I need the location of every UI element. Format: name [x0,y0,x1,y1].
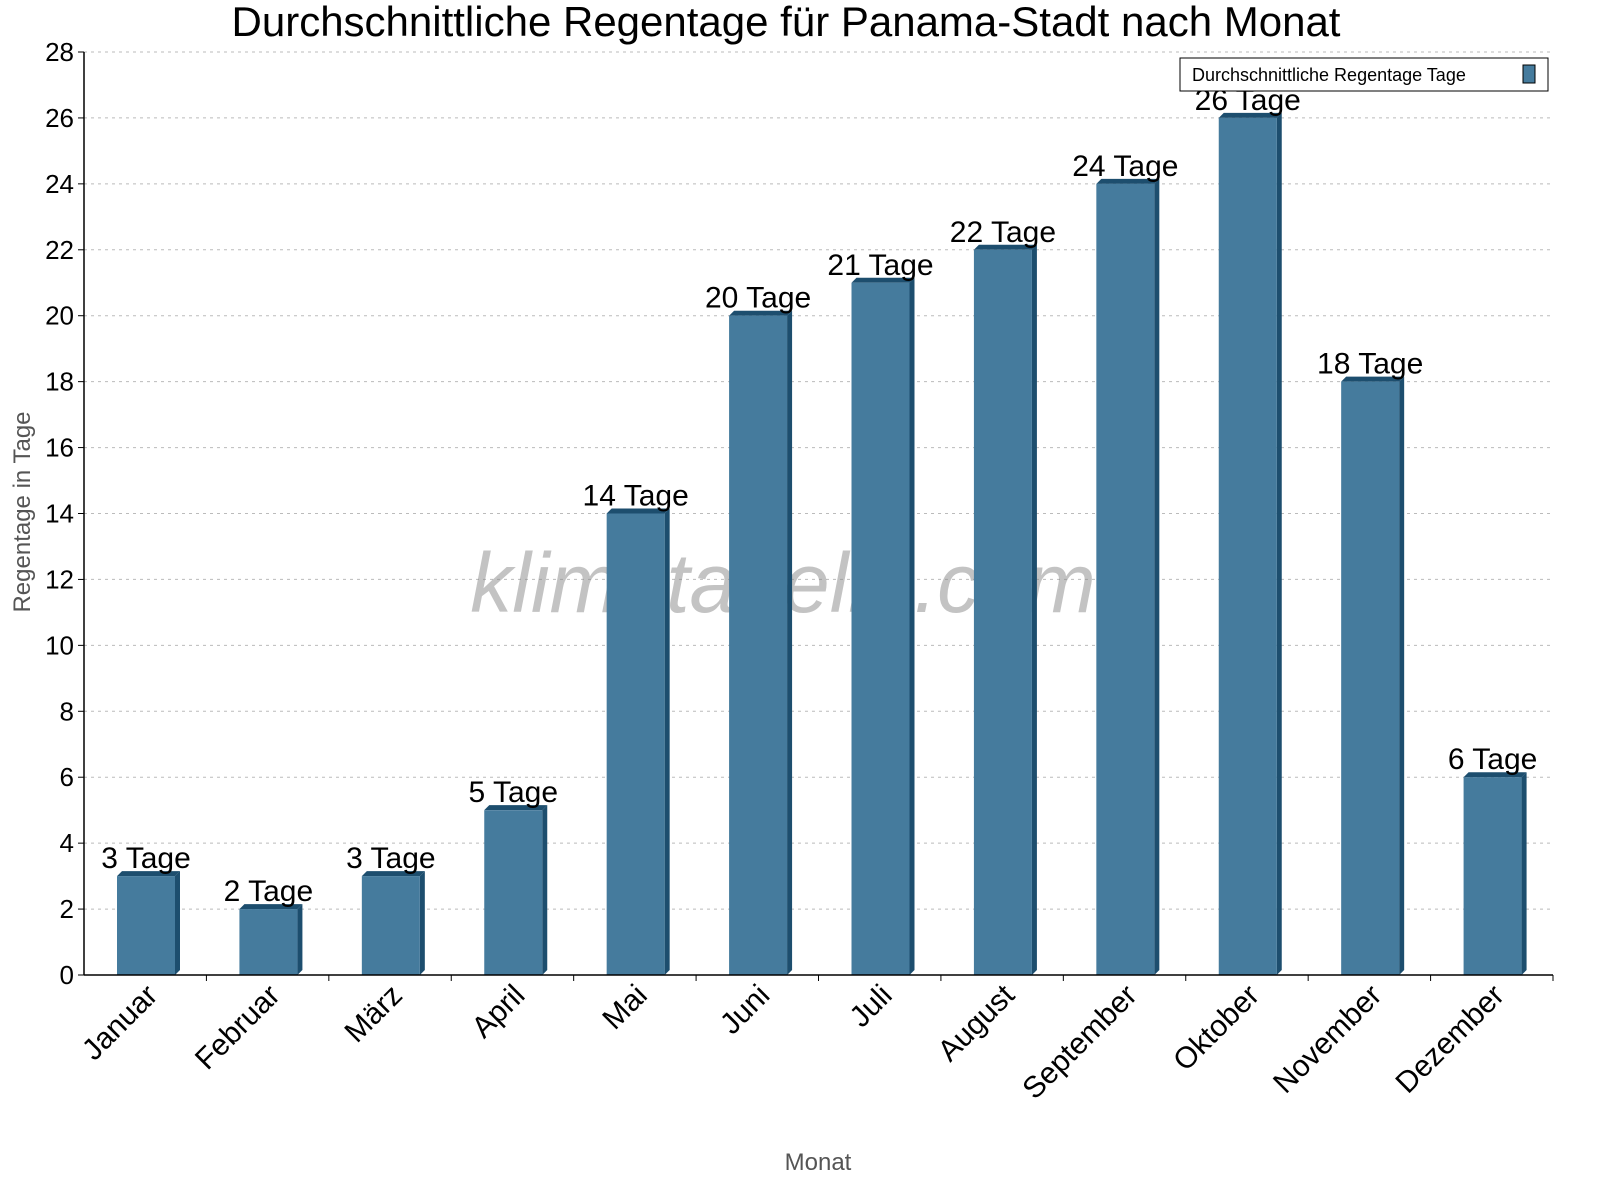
y-tick-label: 10 [45,630,74,660]
data-label: 3 Tage [346,842,436,875]
bar-top [117,871,180,877]
bar [1463,777,1522,975]
y-tick-label: 8 [60,696,74,726]
bar-top [1341,376,1405,382]
bar-side [1031,244,1037,976]
bar [1096,183,1155,975]
data-label: 5 Tage [468,776,558,809]
x-tick-label: Juni [714,979,776,1041]
x-tick-label: Juli [843,979,898,1034]
y-tick-label: 16 [45,433,74,463]
bar-top [729,310,793,316]
x-tick-label: März [339,979,409,1049]
data-label: 20 Tage [705,282,811,315]
bar-side [909,277,915,975]
bar [1341,381,1400,976]
data-label: 6 Tage [1448,743,1538,776]
y-tick-label: 26 [45,103,74,133]
y-tick-label: 2 [60,894,74,924]
x-tick-label: August [932,978,1022,1068]
bar-top [606,508,670,514]
bar [973,249,1032,976]
bar-side [419,871,425,975]
y-tick-label: 12 [45,564,74,594]
bar [729,315,788,975]
x-tick-label: April [466,979,532,1045]
y-tick-label: 0 [60,960,74,990]
x-tick-label: Oktober [1167,979,1266,1078]
data-label: 22 Tage [950,216,1056,249]
bar-top [1096,178,1160,184]
bar [851,282,910,975]
bar [361,876,420,975]
x-axis-label: Monat [785,1149,852,1176]
bar [239,909,298,975]
bar-side [1399,376,1405,976]
data-label: 2 Tage [224,875,314,908]
bar-side [175,871,180,975]
bar [1218,117,1277,975]
legend-swatch [1522,64,1536,84]
bar-side [542,805,548,975]
y-tick-label: 6 [60,762,74,792]
bar [606,513,665,975]
y-axis-label: Regentage in Tage [9,411,36,612]
x-tick-label: Februar [189,979,287,1077]
y-tick-label: 22 [45,235,74,265]
bar-side [787,310,793,975]
chart-title: Durchschnittliche Regentage für Panama-S… [232,0,1341,45]
bar-side [1154,178,1160,975]
legend-box [1179,57,1549,92]
x-tick-label: Dezember [1390,979,1511,1100]
bar [117,876,175,975]
bar-side [664,508,670,975]
y-tick-label: 14 [45,499,74,529]
bar-top [1463,772,1527,778]
bar-top [361,871,425,877]
data-label: 21 Tage [827,249,933,282]
bar-top [973,244,1037,250]
legend[interactable]: Durchschnittliche Regentage Tage [1179,57,1549,92]
y-tick-label: 18 [45,367,74,397]
bar-side [297,904,303,975]
x-tick-label: September [1016,979,1143,1106]
x-tick-label: Januar [76,979,164,1067]
bar-top [239,904,303,910]
bar-top [484,805,548,811]
bar-top [1218,112,1282,118]
bar [484,810,543,975]
data-label: 3 Tage [101,842,191,875]
y-tick-label: 24 [45,169,74,199]
bar-side [1521,772,1527,975]
x-tick-label: November [1267,979,1388,1100]
bar-side [1276,112,1282,975]
y-tick-label: 4 [60,828,74,858]
data-label: 18 Tage [1317,348,1423,381]
data-label: 24 Tage [1072,150,1178,183]
x-tick-label: Mai [596,979,654,1037]
grid-lines [84,51,1553,910]
bar-top [851,277,915,283]
bars: 3 Tage 2 Tage 3 Tage 5 Tage 14 Tage 20 Tage 21… [101,84,1538,976]
data-label: 14 Tage [583,480,689,513]
y-tick-label: 28 [45,37,74,67]
legend-label: Durchschnittliche Regentage Tage [1192,65,1466,85]
y-tick-label: 20 [45,301,74,331]
